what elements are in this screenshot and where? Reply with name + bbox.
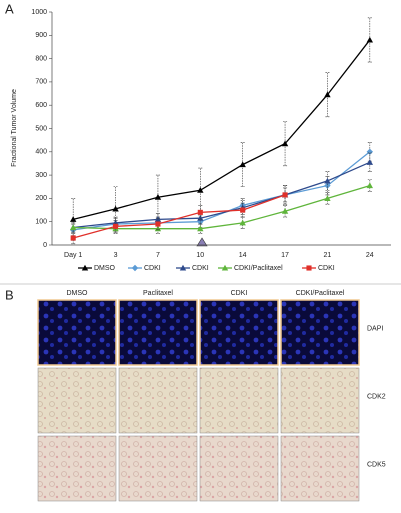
- error-bar: [198, 205, 203, 220]
- legend-item: CDKI: [128, 264, 161, 272]
- marker: [282, 192, 288, 198]
- y-tick-label: 800: [35, 55, 47, 62]
- marker: [281, 140, 289, 147]
- row-label: CDK2: [367, 393, 386, 400]
- marker: [366, 148, 374, 155]
- marker: [281, 208, 289, 214]
- y-tick-label: 400: [35, 149, 47, 156]
- y-tick-label: 0: [43, 242, 47, 249]
- marker: [239, 161, 246, 168]
- y-tick-label: 1000: [31, 9, 47, 16]
- y-tick-label: 900: [35, 32, 47, 39]
- column-label: CDKI/Paclitaxel: [296, 290, 345, 297]
- micrograph: [118, 435, 198, 502]
- marker: [324, 177, 331, 184]
- error-bar: [240, 202, 245, 218]
- series-line: [73, 39, 371, 221]
- y-tick-label: 700: [35, 79, 47, 86]
- micrograph: [280, 435, 360, 502]
- micrograph: [199, 367, 279, 434]
- marker: [366, 159, 374, 165]
- y-tick-label: 500: [35, 125, 47, 132]
- x-tick-label: Day 1: [64, 252, 82, 259]
- image-grid: DMSO Paclitaxel CDKI CDKI/Paclitaxel DAPI CDK…: [37, 290, 386, 502]
- marker: [306, 265, 312, 271]
- y-tick-label: 300: [35, 172, 47, 179]
- x-tick-label: 14: [239, 252, 247, 259]
- marker: [197, 187, 204, 193]
- marker: [69, 216, 77, 222]
- marker: [197, 209, 203, 215]
- error-bar: [240, 142, 245, 188]
- micrograph: [37, 367, 117, 434]
- y-tick-label: 600: [35, 102, 47, 109]
- panel-label: A: [5, 1, 14, 16]
- marker: [366, 36, 374, 43]
- x-tick-label: 17: [281, 252, 289, 259]
- series-line: [73, 184, 371, 230]
- x-tick-label: 3: [114, 252, 118, 259]
- x-tick-label: 10: [196, 252, 204, 259]
- micrograph: [280, 367, 360, 434]
- error-bar: [325, 171, 330, 191]
- legend-item: DMSO: [78, 264, 116, 272]
- legend-label: CDKI: [144, 265, 161, 272]
- x-tick-label: 24: [366, 252, 374, 259]
- legend-item: CDKI/Paclitaxel: [218, 264, 283, 272]
- series-line: [73, 194, 286, 239]
- micrograph: [37, 435, 117, 502]
- marker: [221, 264, 229, 271]
- marker: [366, 182, 374, 189]
- micrograph: [280, 299, 360, 366]
- series-line: [73, 151, 371, 231]
- y-axis-label: Fractional Tumor Volume: [11, 89, 18, 167]
- marker: [197, 225, 204, 232]
- error-bar: [367, 152, 372, 172]
- legend-item: CDKI: [176, 264, 209, 272]
- legend-label: CDKI: [192, 265, 209, 272]
- error-bar: [240, 200, 245, 216]
- micrograph: [118, 367, 198, 434]
- marker: [70, 235, 76, 241]
- marker: [240, 207, 246, 213]
- series-line: [73, 161, 371, 229]
- legend-label: CDKI/Paclitaxel: [234, 265, 283, 272]
- error-bar: [367, 17, 372, 63]
- marker: [131, 264, 139, 272]
- marker: [324, 195, 331, 201]
- micrograph: [118, 299, 198, 366]
- marker: [324, 91, 331, 98]
- column-label: CDKI: [231, 290, 248, 297]
- marker: [155, 221, 161, 227]
- legend-label: CDKI: [318, 265, 335, 272]
- marker: [239, 219, 246, 226]
- micrograph: [199, 299, 279, 366]
- y-tick-label: 100: [35, 219, 47, 226]
- micrograph: [37, 299, 117, 366]
- error-bar: [283, 121, 288, 167]
- treatment-arrow: [196, 237, 208, 247]
- error-bar: [283, 187, 288, 203]
- error-bar: [325, 72, 330, 118]
- marker: [81, 264, 89, 271]
- x-tick-label: 21: [324, 252, 332, 259]
- y-tick-label: 200: [35, 195, 47, 202]
- marker: [113, 223, 119, 229]
- marker: [154, 194, 162, 200]
- marker: [69, 224, 77, 231]
- column-label: DMSO: [67, 290, 89, 297]
- legend-item: CDKI: [302, 265, 335, 272]
- row-label: DAPI: [367, 325, 383, 332]
- marker: [112, 205, 119, 212]
- column-label: Paclitaxel: [143, 290, 173, 297]
- marker: [179, 264, 187, 271]
- marker: [324, 182, 331, 189]
- row-label: CDK5: [367, 461, 386, 468]
- legend-label: DMSO: [94, 265, 116, 272]
- panel-label: B: [5, 287, 14, 302]
- x-tick-label: 7: [156, 252, 160, 259]
- micrograph: [199, 435, 279, 502]
